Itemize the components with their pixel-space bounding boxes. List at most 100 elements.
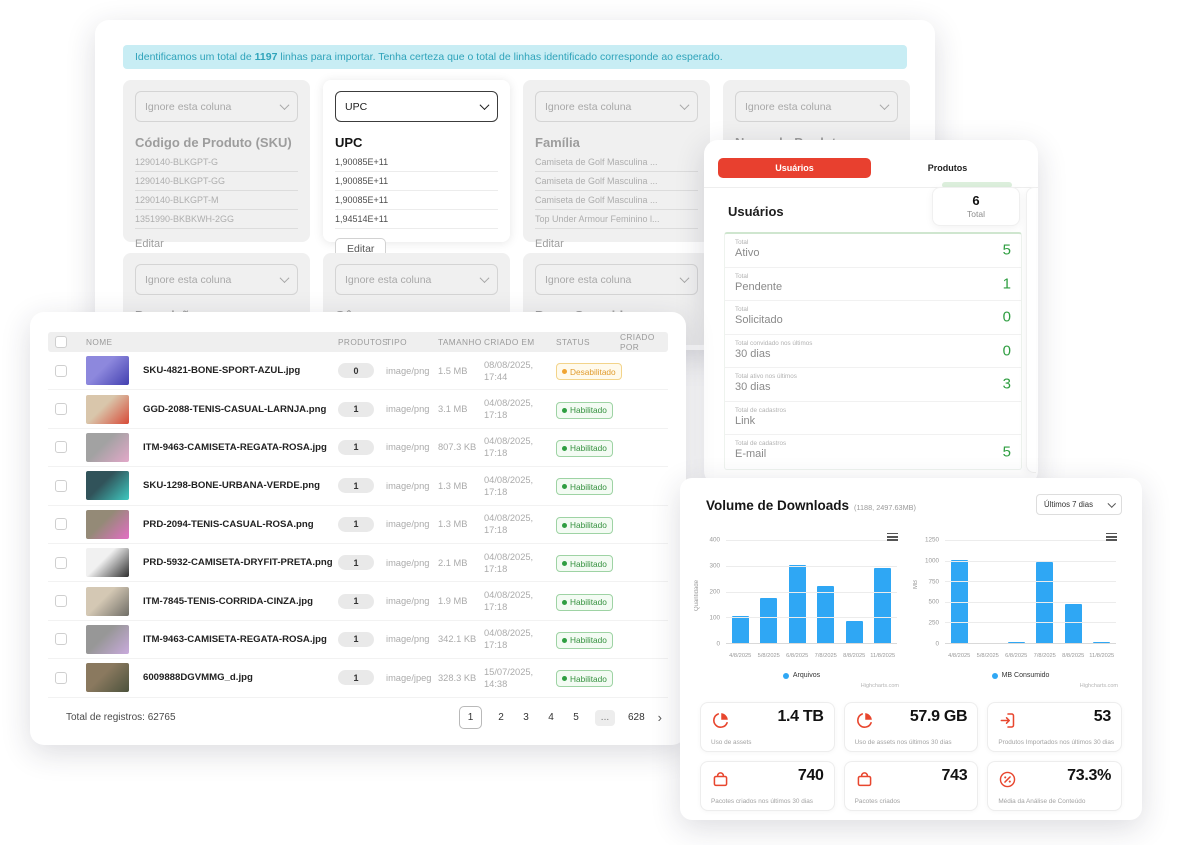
page-numbers: 1 2 3 4 5... 628	[458, 706, 645, 729]
products-count-badge: 1	[338, 593, 374, 609]
bar	[950, 559, 968, 643]
table-row[interactable]: ITM-7845-TENIS-CORRIDA-CINZA.jpg 1 image…	[48, 582, 668, 621]
column-mapping-select[interactable]: Ignore esta coluna	[735, 91, 898, 122]
row-checkbox[interactable]	[55, 671, 67, 684]
column-preview-value: 1,90085E+11	[335, 172, 498, 191]
file-thumbnail	[86, 548, 129, 578]
table-row[interactable]: PRD-2094-TENIS-CASUAL-ROSA.png 1 image/p…	[48, 506, 668, 544]
page-button[interactable]: 2	[498, 712, 504, 723]
page-button[interactable]: 5	[573, 712, 579, 723]
column-preview-value: 1290140-BLKGPT-G	[135, 153, 298, 172]
header-tipo: TIPO	[386, 337, 407, 347]
status-cell: Habilitado	[556, 592, 620, 611]
file-size: 1.3 MB	[438, 519, 468, 530]
y-tick-label: 500	[928, 598, 939, 606]
row-checkbox-cell	[48, 671, 78, 684]
y-axis-ticks: 400 300 200 100 0	[692, 537, 724, 648]
status-cell: Habilitado	[556, 438, 620, 457]
table-row[interactable]: SKU-4821-BONE-SPORT-AZUL.jpg 0 image/png…	[48, 352, 668, 391]
column-mapping-select[interactable]: UPC	[335, 91, 498, 122]
downloads-header: Volume de Downloads (1188, 2497.63MB)	[706, 498, 916, 513]
status-badge: Habilitado	[556, 631, 613, 649]
header-nome: NOME	[86, 337, 113, 347]
header-criado-por: CRIADO POR	[620, 332, 655, 352]
package-icon	[711, 770, 730, 789]
row-checkbox[interactable]	[55, 633, 67, 646]
tab-usuarios[interactable]: Usuários	[718, 158, 871, 178]
date-range-select[interactable]: Últimos 7 dias	[1036, 494, 1122, 515]
table-row[interactable]: ITM-9463-CAMISETA-REGATA-ROSA.jpg 1 imag…	[48, 621, 668, 660]
users-metric-row: Total Ativo 5	[725, 234, 1021, 268]
table-row[interactable]: ITM-9463-CAMISETA-REGATA-ROSA.jpg 1 imag…	[48, 429, 668, 468]
row-checkbox[interactable]	[55, 479, 67, 492]
page-button[interactable]: ...	[594, 709, 615, 726]
file-name-cell: PRD-5932-CAMISETA-DRYFIT-PRETA.png	[78, 548, 338, 578]
column-mapping-select[interactable]: Ignore esta coluna	[535, 91, 698, 122]
row-checkbox[interactable]	[55, 595, 67, 608]
legend-label: MB Consumido	[1001, 672, 1050, 679]
table-row[interactable]: SKU-1298-BONE-URBANA-VERDE.png 1 image/p…	[48, 467, 668, 506]
file-type: image/jpeg	[386, 672, 432, 683]
table-row[interactable]: PRD-5932-CAMISETA-DRYFIT-PRETA.png 1 ima…	[48, 544, 668, 583]
row-checkbox[interactable]	[55, 403, 67, 416]
x-tick-label: 5/8/2025	[757, 653, 780, 659]
table-row[interactable]: 6009888DGVMMG_d.jpg 1 image/jpeg 328.3 K…	[48, 659, 668, 698]
page-button[interactable]: 3	[523, 712, 529, 723]
column-mapping-value: Ignore esta coluna	[345, 273, 432, 286]
file-name-cell: ITM-9463-CAMISETA-REGATA-ROSA.jpg	[78, 432, 338, 462]
created-at: 04/08/2025, 17:18	[484, 474, 534, 497]
page-button[interactable]: 628	[627, 712, 645, 723]
select-all-checkbox[interactable]	[55, 336, 67, 348]
row-checkbox[interactable]	[55, 518, 67, 531]
bar	[1007, 642, 1025, 643]
row-checkbox[interactable]	[55, 441, 67, 454]
file-size: 328.3 KB	[438, 672, 477, 683]
status-badge: Habilitado	[556, 516, 613, 534]
file-name: 6009888DGVMMG_d.jpg	[143, 672, 253, 684]
column-mapping-select[interactable]: Ignore esta coluna	[135, 91, 298, 122]
x-tick-label: 8/8/2025	[843, 653, 866, 659]
file-name: GGD-2088-TENIS-CASUAL-LARNJA.png	[143, 403, 327, 415]
pie-chart-icon	[711, 711, 730, 730]
kpi-value: 73.3%	[1067, 767, 1111, 784]
total-card-accent	[942, 182, 1012, 188]
chart-legend[interactable]: MB Consumido	[911, 672, 1130, 679]
page-button[interactable]: 1	[458, 706, 482, 729]
file-type: image/png	[386, 442, 430, 453]
pie-chart-icon	[855, 711, 874, 730]
tab-produtos[interactable]: Produtos	[927, 163, 968, 173]
bar-column	[1002, 540, 1031, 643]
y-tick-label: 300	[709, 562, 720, 570]
bar-column	[840, 540, 869, 643]
chart-legend[interactable]: Arquivos	[692, 672, 911, 679]
file-type: image/png	[386, 480, 430, 491]
status-badge: Habilitado	[556, 670, 613, 688]
chart-context-menu-icon[interactable]	[887, 531, 898, 543]
files-table-panel: NOME PRODUTOS TIPO TAMANHO CRIADO EM STA…	[30, 312, 686, 745]
file-size: 807.3 KB	[438, 442, 477, 453]
row-checkbox[interactable]	[55, 364, 67, 377]
chevron-down-icon	[279, 273, 290, 284]
bar-column	[1031, 540, 1060, 643]
next-page-chevron-icon[interactable]: ›	[657, 710, 662, 725]
status-badge: Desabilitado	[556, 363, 622, 381]
header-tamanho: TAMANHO	[438, 337, 482, 347]
chart-context-menu-icon[interactable]	[1106, 531, 1117, 543]
page-button[interactable]: 4	[548, 712, 554, 723]
file-size: 1.5 MB	[438, 365, 468, 376]
table-row[interactable]: GGD-2088-TENIS-CASUAL-LARNJA.png 1 image…	[48, 390, 668, 429]
column-mapping-select[interactable]: Ignore esta coluna	[535, 264, 698, 295]
edit-button[interactable]: Editar	[135, 238, 164, 250]
edit-button[interactable]: Editar	[535, 238, 564, 250]
users-stats-panel: Usuários Produtos Usuários 6 Total Total…	[704, 140, 1038, 485]
column-mapping-select[interactable]: Ignore esta coluna	[135, 264, 298, 295]
import-mapper-panel: Identificamos um total de 1197 linhas pa…	[95, 20, 935, 350]
kpi-value: 53	[1093, 708, 1112, 725]
file-thumbnail	[86, 586, 129, 616]
kpi-label: Pacotes criados nos últimos 30 dias	[711, 798, 813, 805]
products-count-badge: 1	[338, 401, 374, 417]
column-preview-value: 1,90085E+11	[335, 153, 498, 172]
column-preview-value: 1351990-BKBKWH-2GG	[135, 210, 298, 229]
row-checkbox[interactable]	[55, 556, 67, 569]
column-mapping-select[interactable]: Ignore esta coluna	[335, 264, 498, 295]
